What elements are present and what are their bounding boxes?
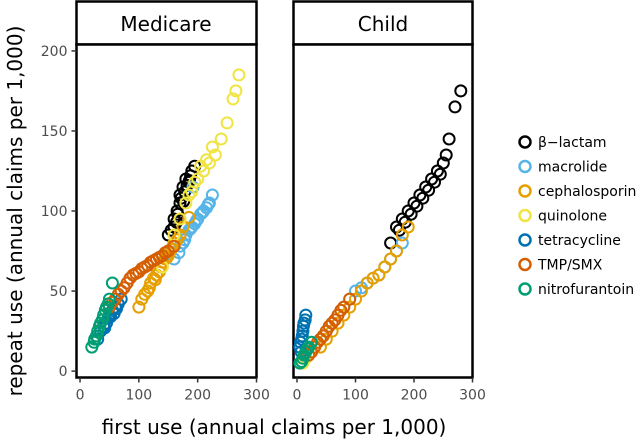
legend-label: macrolide: [538, 160, 607, 176]
point-tmp-smx: [316, 329, 330, 343]
x-tick-label: 0: [76, 388, 85, 404]
point-cephalosporin: [390, 244, 403, 258]
point-cephalosporin: [354, 284, 368, 298]
point-quinolone: [182, 188, 196, 202]
panel-strip-medicare: [75, 0, 258, 46]
point-tmp-smx: [334, 303, 348, 317]
point-cephalosporin: [401, 220, 415, 234]
point--lactam: [439, 148, 453, 162]
point-cephalosporin: [176, 220, 190, 234]
x-tick-label: 200: [184, 388, 211, 404]
panel-child: Child 0 100 200 300: [292, 0, 486, 404]
point-tetracycline: [298, 313, 312, 327]
panel-title-medicare: Medicare: [120, 12, 211, 36]
y-tick-label: 0: [59, 364, 68, 380]
point-tmp-smx: [343, 292, 357, 306]
y-ticks: 0 50 100 150 200: [41, 44, 77, 380]
point-cephalosporin: [182, 210, 196, 224]
point-quinolone: [205, 140, 219, 154]
x-tick-label: 200: [401, 388, 428, 404]
legend-label: cephalosporin: [538, 184, 636, 200]
panel-title-child: Child: [358, 12, 408, 36]
x-tick-label: 100: [342, 388, 369, 404]
point-quinolone: [229, 84, 243, 98]
legend: β−lactam macrolide cephalosporin quinolone t…: [518, 135, 636, 298]
point-quinolone: [226, 92, 240, 106]
point-nitrofurantoin: [295, 355, 309, 368]
y-tick-label: 50: [50, 284, 68, 300]
legend-key: [518, 208, 532, 223]
point-cephalosporin: [378, 260, 392, 274]
point-nitrofurantoin: [102, 292, 116, 306]
point-nitrofurantoin: [305, 335, 319, 349]
y-axis-title: repeat use (annual claims per 1,000): [3, 26, 27, 397]
point--lactam: [448, 100, 462, 114]
x-tick-label: 100: [125, 388, 152, 404]
panel-medicare: Medicare 0 100 200 300 0 50 100 150 200: [41, 0, 270, 404]
legend-label: tetracycline: [538, 233, 621, 249]
point-quinolone: [188, 175, 202, 189]
legend-key: [518, 233, 532, 247]
point-quinolone: [179, 196, 193, 210]
point-nitrofurantoin: [101, 297, 115, 311]
point--lactam: [442, 132, 456, 146]
panel-strip-child: [292, 0, 474, 46]
x-axis-title: first use (annual claims per 1,000): [102, 415, 447, 439]
legend-key: [518, 159, 532, 174]
y-tick-label: 100: [41, 204, 68, 220]
points-medicare: [85, 68, 246, 354]
point-nitrofurantoin: [301, 342, 314, 356]
legend-label: TMP/SMX: [537, 258, 603, 274]
point-quinolone: [200, 153, 213, 167]
x-tick-label: 300: [459, 388, 486, 404]
point-cephalosporin: [132, 300, 146, 314]
legend-key: [518, 257, 532, 272]
point-nitrofurantoin: [87, 335, 101, 349]
legend-label: β−lactam: [538, 135, 607, 151]
legend-key: [518, 184, 532, 198]
point-tetracycline: [296, 319, 310, 333]
y-tick-label: 150: [41, 124, 68, 140]
point-tmp-smx: [328, 313, 342, 327]
point-cephalosporin: [148, 273, 162, 287]
point--lactam: [454, 84, 468, 98]
legend-label: nitrofurantoin: [538, 282, 634, 298]
point-cephalosporin: [135, 292, 149, 306]
point-tmp-smx: [167, 239, 181, 253]
plot-area-child: [292, 43, 474, 379]
point-tetracycline: [295, 329, 309, 343]
point-quinolone: [173, 212, 187, 226]
point-quinolone: [214, 132, 228, 146]
point-tmp-smx: [117, 281, 131, 295]
points-child: [293, 84, 468, 370]
point-nitrofurantoin: [98, 303, 112, 317]
x-ticks-medicare: 0 100 200 300: [76, 377, 270, 404]
point-cephalosporin: [366, 271, 380, 285]
point-tmp-smx: [158, 246, 172, 260]
legend-key: [518, 135, 532, 149]
x-ticks-child: 0 100 200 300: [293, 377, 486, 404]
legend-label: quinolone: [538, 209, 607, 225]
point-quinolone: [232, 68, 246, 82]
x-tick-label: 0: [293, 388, 302, 404]
point-nitrofurantoin: [297, 348, 311, 362]
point-macrolide: [205, 188, 219, 202]
point-nitrofurantoin: [105, 276, 119, 290]
y-tick-label: 200: [41, 44, 68, 60]
point-nitrofurantoin: [92, 319, 106, 333]
point--lactam: [433, 167, 447, 181]
x-tick-label: 300: [243, 388, 270, 404]
legend-key: [518, 282, 532, 296]
point-quinolone: [220, 116, 234, 130]
